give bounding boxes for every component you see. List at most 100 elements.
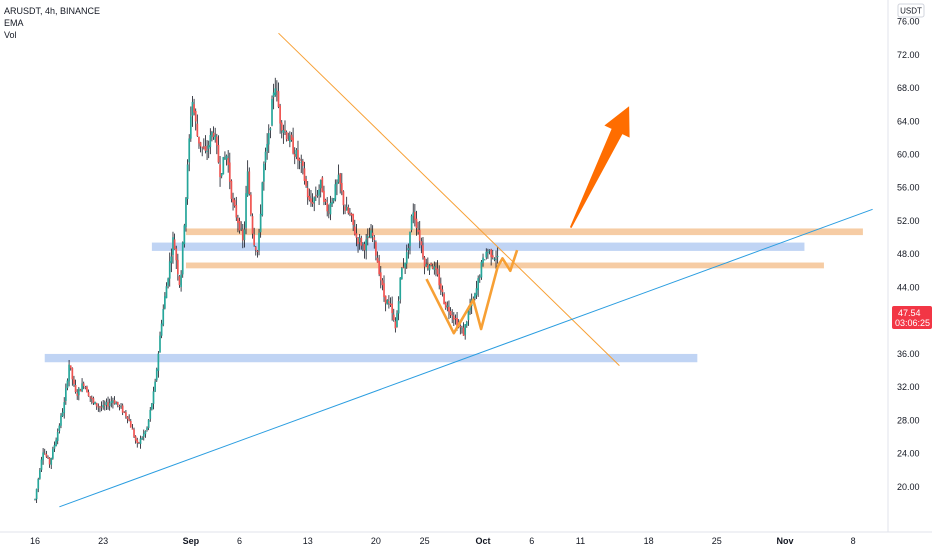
candle (381, 278, 384, 291)
candle (279, 103, 281, 134)
candle (485, 248, 488, 260)
candle (177, 253, 179, 281)
candle (251, 213, 254, 239)
candle (201, 146, 204, 157)
resistance-zone[interactable] (185, 228, 863, 236)
candle (66, 378, 69, 391)
candle (405, 244, 408, 269)
candle (102, 399, 105, 410)
candle (446, 301, 449, 312)
candle (373, 234, 376, 249)
candle (254, 246, 257, 256)
candle (149, 406, 152, 422)
zone-layer (44, 228, 863, 363)
candle (415, 210, 418, 236)
symbol-title[interactable]: ARUSDT, 4h, BINANCE (4, 6, 101, 16)
candle (53, 441, 56, 452)
candle (399, 277, 402, 304)
candle (206, 140, 208, 160)
candle (142, 429, 145, 441)
candle (193, 98, 195, 116)
x-tick-label: 6 (529, 536, 534, 546)
candle (42, 448, 44, 465)
candle (81, 378, 83, 393)
candle (167, 277, 169, 289)
candle (240, 221, 243, 232)
last-price: 47.54 (898, 308, 921, 318)
candle (204, 135, 207, 154)
candle (100, 401, 103, 412)
ascending-trendline[interactable] (59, 208, 873, 508)
candle (280, 120, 283, 139)
candle (263, 161, 265, 191)
candle (414, 204, 416, 227)
candle (211, 130, 213, 142)
candle (173, 233, 176, 250)
candle (172, 231, 174, 264)
candle (164, 292, 166, 310)
time-axis: 16 23 Sep 6 13 20 25 Oct 6 11 18 25 Nov 8 (30, 536, 856, 546)
candle (487, 248, 489, 259)
support-zone[interactable] (151, 242, 805, 251)
candle (202, 138, 205, 150)
candle (214, 127, 217, 143)
descending-trendline[interactable] (278, 32, 620, 366)
candle (185, 196, 187, 232)
indicator-vol[interactable]: Vol (4, 30, 17, 40)
x-tick-label: Sep (183, 536, 200, 546)
candle (448, 300, 450, 320)
x-tick-label: 16 (30, 536, 40, 546)
candle (412, 203, 415, 224)
y-tick-label: 64.00 (897, 116, 920, 126)
candle (157, 351, 160, 378)
x-tick-label: 20 (371, 536, 381, 546)
candle (284, 120, 286, 136)
candle (199, 141, 202, 153)
candle (420, 237, 423, 254)
candle (186, 159, 189, 205)
candle (436, 260, 439, 277)
candle (379, 266, 382, 289)
candle (103, 400, 106, 411)
candle (426, 257, 429, 271)
candle (220, 172, 223, 179)
candle (490, 248, 493, 266)
candle (475, 280, 478, 299)
candle (337, 164, 340, 184)
indicator-ema[interactable]: EMA (4, 18, 24, 28)
candle (141, 436, 143, 440)
candle (302, 158, 304, 175)
resistance-zone[interactable] (185, 262, 824, 269)
candle (362, 242, 364, 252)
candle (250, 192, 252, 217)
candle (321, 176, 324, 193)
candle (418, 221, 421, 249)
candle (191, 95, 194, 127)
candle (154, 378, 156, 393)
last-price-tag: 47.54 03:06:25 (892, 306, 932, 329)
candle (136, 437, 139, 448)
support-zone[interactable] (44, 353, 698, 363)
candle (410, 214, 413, 233)
candle (230, 179, 233, 203)
candle (162, 304, 165, 327)
bullish-arrow[interactable] (569, 106, 630, 228)
price-path-drawing[interactable] (425, 249, 519, 335)
candle (235, 196, 238, 221)
candle (246, 160, 249, 197)
candle (383, 275, 385, 302)
candle (77, 386, 80, 401)
candle (452, 312, 455, 327)
candle (86, 385, 88, 393)
candle (181, 241, 184, 278)
candle (45, 450, 48, 458)
candle (227, 150, 230, 173)
candle (327, 204, 330, 219)
candle (178, 275, 181, 288)
currency-box[interactable]: USDT (897, 3, 925, 18)
candle (58, 423, 61, 434)
candle (425, 258, 428, 267)
candle (219, 155, 221, 187)
candle (293, 147, 296, 165)
